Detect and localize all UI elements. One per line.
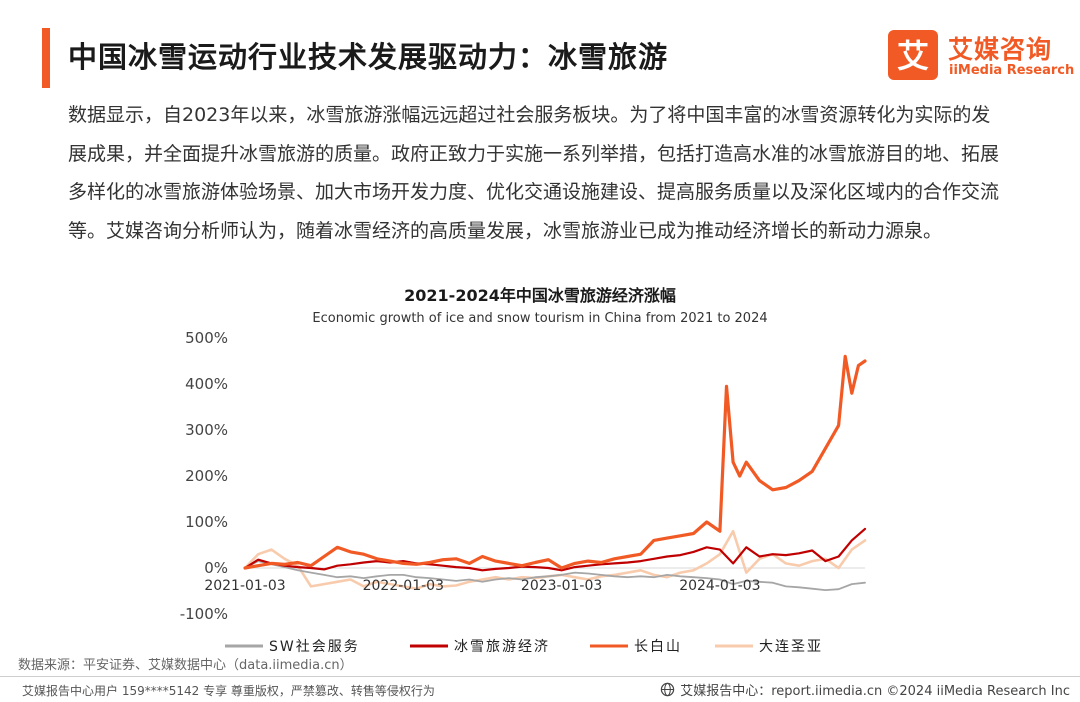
y-tick-label: 100%: [185, 513, 228, 531]
page-title: 中国冰雪运动行业技术发展驱动力：冰雪旅游: [68, 40, 669, 74]
globe-icon: [660, 682, 675, 697]
legend-label: 大连圣亚: [759, 639, 823, 655]
chart-title: 2021-2024年中国冰雪旅游经济涨幅: [404, 286, 676, 305]
y-tick-label: 0%: [204, 559, 228, 577]
y-tick-label: 200%: [185, 467, 228, 485]
y-tick-label: 300%: [185, 421, 228, 439]
footer-right-text: 艾媒报告中心：report.iimedia.cn ©2024 iiMedia R…: [680, 684, 1070, 699]
brand-name-cn: 艾媒咨询: [948, 35, 1053, 64]
data-source: 数据来源：平安证券、艾媒数据中心（data.iimedia.cn）: [18, 658, 353, 673]
y-tick-label: 500%: [185, 329, 228, 347]
series-line-0: [244, 560, 866, 591]
x-tick-label: 2024-01-03: [679, 578, 760, 594]
title-accent-bar: [42, 28, 50, 88]
logo-glyph: 艾: [897, 37, 929, 75]
series-line-2: [243, 354, 867, 570]
series-line-1: [243, 527, 867, 572]
y-tick-label: -100%: [180, 605, 228, 623]
brand-name-en: iiMedia Research: [949, 63, 1075, 78]
footer-copyright-notice: 艾媒报告中心用户 159****5142 专享 尊重版权，严禁篡改、转售等侵权行…: [22, 684, 435, 698]
footer-divider: [0, 676, 1080, 677]
x-tick-label: 2022-01-03: [363, 578, 444, 594]
legend-label: 长白山: [634, 639, 682, 655]
legend-label: SW社会服务: [269, 639, 360, 655]
logo-mark-icon: 艾: [888, 30, 938, 80]
brand-logo: 艾 艾媒咨询 iiMedia Research: [888, 30, 1074, 82]
y-tick-label: 400%: [185, 375, 228, 393]
legend-label: 冰雪旅游经济: [454, 639, 550, 655]
x-tick-label: 2023-01-03: [521, 578, 602, 594]
body-paragraph: 数据显示，自2023年以来，冰雪旅游涨幅远远超过社会服务板块。为了将中国丰富的冰…: [68, 104, 1000, 242]
x-tick-label: 2021-01-03: [204, 578, 285, 594]
footer-report-link[interactable]: 艾媒报告中心：report.iimedia.cn ©2024 iiMedia R…: [660, 680, 1070, 699]
chart-subtitle: Economic growth of ice and snow tourism …: [312, 311, 768, 326]
